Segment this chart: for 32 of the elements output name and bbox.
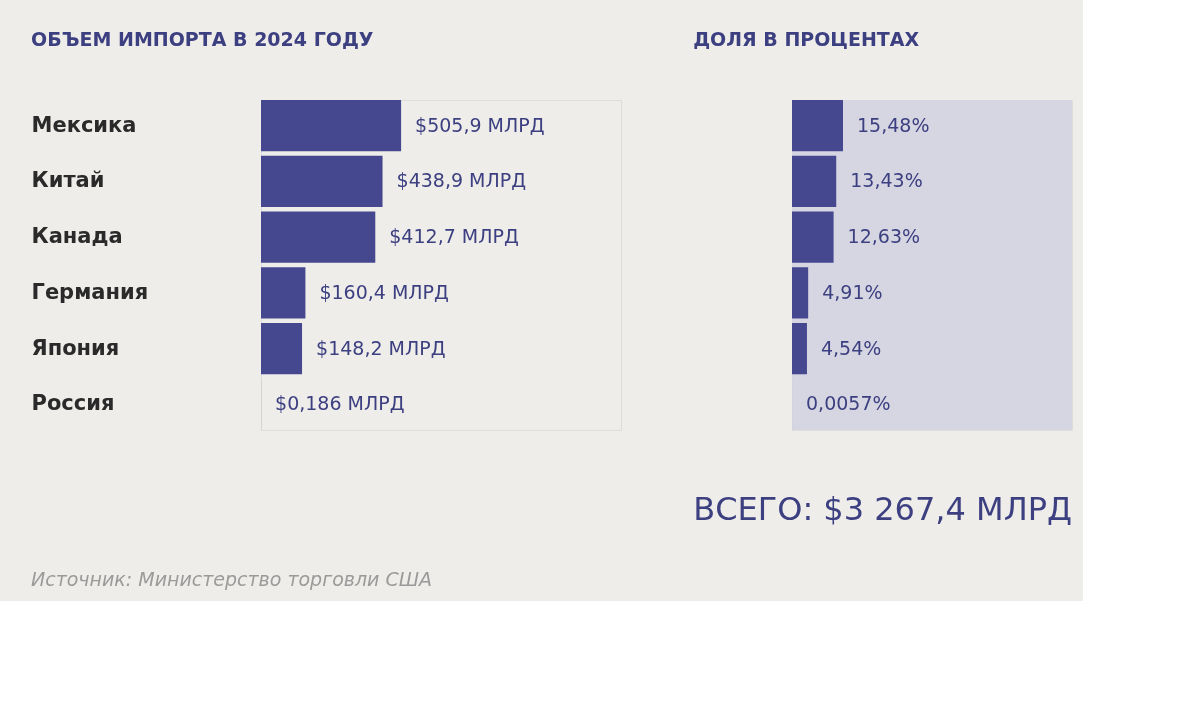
chart-title: ОБЪЕМ ИМПОРТА В 2024 ГОДУ xyxy=(31,28,374,50)
data-label: 13,43% xyxy=(850,169,923,192)
chart-title: ДОЛЯ В ПРОЦЕНТАХ xyxy=(693,28,920,50)
bar xyxy=(261,155,383,208)
y-tick-label: Россия xyxy=(31,391,115,416)
text: Источник: Министерство торговли США xyxy=(31,568,433,590)
data-label: $160,4 МЛРД xyxy=(319,280,449,303)
y-tick-label: Канада xyxy=(31,224,123,249)
bar xyxy=(792,267,809,319)
bar xyxy=(792,100,843,152)
data-label: 0,0057% xyxy=(806,392,891,415)
bar xyxy=(261,267,306,319)
bar xyxy=(261,100,402,152)
y-tick-label: Япония xyxy=(31,335,120,360)
bar xyxy=(792,322,807,375)
bar xyxy=(261,211,376,263)
data-label: 12,63% xyxy=(847,225,921,248)
data-label: $148,2 МЛРД xyxy=(316,336,446,359)
text: ВСЕГО: $3 267,4 МЛРД xyxy=(693,490,1072,528)
y-tick-label: Мексика xyxy=(31,112,137,137)
data-label: 4,91% xyxy=(822,280,883,303)
data-label: $505,9 МЛРД xyxy=(415,113,545,136)
data-label: 4,54% xyxy=(820,336,882,359)
bar xyxy=(792,211,834,263)
y-tick-label: Германия xyxy=(31,279,149,304)
data-label: $0,186 МЛРД xyxy=(275,392,405,415)
data-label: 15,48% xyxy=(856,113,930,136)
bar xyxy=(792,155,837,208)
data-label: $412,7 МЛРД xyxy=(389,225,519,248)
data-label: $438,9 МЛРД xyxy=(396,169,527,192)
bar xyxy=(261,322,303,375)
y-tick-label: Китай xyxy=(31,168,105,193)
